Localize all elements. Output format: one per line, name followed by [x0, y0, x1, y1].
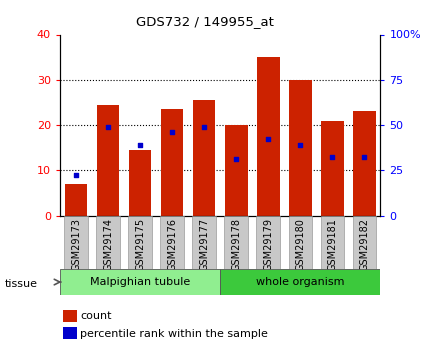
Point — [105, 124, 112, 130]
Point — [137, 142, 144, 148]
Bar — [128, 216, 152, 269]
Text: GSM29177: GSM29177 — [199, 218, 209, 272]
Text: Malpighian tubule: Malpighian tubule — [90, 277, 190, 287]
Text: GSM29180: GSM29180 — [295, 218, 305, 271]
Text: GSM29181: GSM29181 — [328, 218, 337, 271]
Point — [73, 172, 80, 178]
Bar — [65, 184, 87, 216]
Bar — [192, 216, 216, 269]
Bar — [96, 216, 120, 269]
Text: tissue: tissue — [4, 279, 37, 289]
Point — [265, 136, 272, 141]
Bar — [161, 109, 183, 216]
Bar — [97, 105, 119, 216]
Point — [361, 154, 368, 159]
Point — [329, 154, 336, 159]
Bar — [160, 216, 184, 269]
Point — [297, 142, 304, 148]
Bar — [320, 216, 344, 269]
Bar — [256, 216, 280, 269]
Bar — [352, 216, 376, 269]
Bar — [225, 125, 247, 216]
Text: count: count — [81, 312, 112, 321]
Point — [233, 157, 240, 162]
Text: GDS732 / 149955_at: GDS732 / 149955_at — [136, 16, 274, 29]
Bar — [129, 150, 151, 216]
Bar — [64, 310, 77, 322]
Bar — [64, 327, 77, 339]
Bar — [289, 80, 312, 216]
Bar — [353, 111, 376, 216]
Text: GSM29176: GSM29176 — [167, 218, 177, 271]
Text: GSM29173: GSM29173 — [71, 218, 81, 271]
Text: whole organism: whole organism — [256, 277, 344, 287]
Text: GSM29179: GSM29179 — [263, 218, 273, 271]
Bar — [193, 100, 215, 216]
Bar — [257, 57, 279, 216]
Point — [201, 124, 208, 130]
Bar — [60, 269, 220, 295]
Text: GSM29182: GSM29182 — [360, 218, 369, 271]
Text: GSM29174: GSM29174 — [103, 218, 113, 271]
Bar — [288, 216, 312, 269]
Bar — [64, 216, 88, 269]
Bar — [220, 269, 380, 295]
Text: percentile rank within the sample: percentile rank within the sample — [81, 329, 268, 338]
Point — [169, 129, 176, 135]
Bar — [321, 120, 344, 216]
Text: GSM29175: GSM29175 — [135, 218, 145, 272]
Bar — [224, 216, 248, 269]
Text: GSM29178: GSM29178 — [231, 218, 241, 271]
